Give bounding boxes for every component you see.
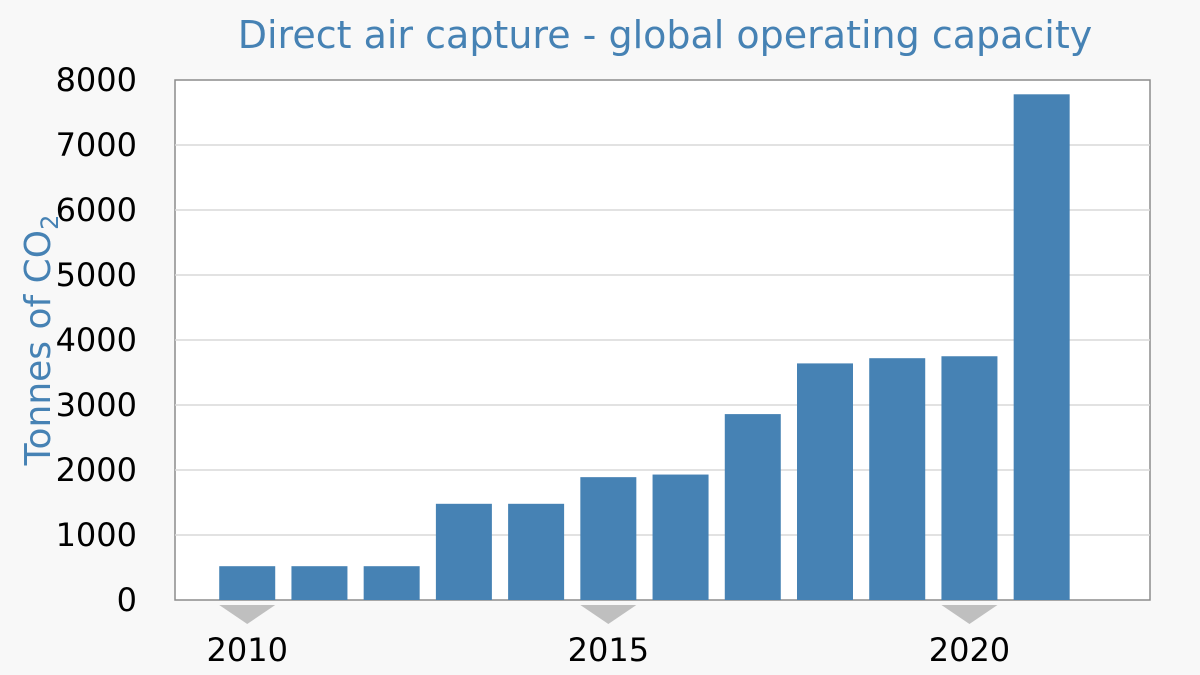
x-tick-label: 2015 (568, 631, 649, 669)
bar (435, 503, 492, 600)
bar (869, 358, 926, 600)
x-tick-markers (219, 605, 998, 624)
x-tick-marker (941, 605, 998, 624)
y-axis-label-subscript: 2 (36, 215, 64, 230)
bar (219, 566, 276, 600)
bar (291, 566, 348, 600)
y-axis-ticks: 0 1000 2000 3000 4000 5000 6000 7000 8000 (56, 61, 137, 619)
bars (219, 94, 1070, 601)
x-tick-label: 2010 (207, 631, 288, 669)
y-tick-label: 7000 (56, 126, 137, 164)
bar (508, 503, 565, 600)
y-tick-label: 2000 (56, 451, 137, 489)
y-tick-label: 0 (117, 581, 137, 619)
x-tick-marker (219, 605, 276, 624)
bar (580, 477, 637, 600)
bar (797, 363, 853, 600)
bar (652, 474, 709, 600)
y-tick-label: 6000 (56, 191, 137, 229)
bar (941, 356, 998, 600)
bar (724, 414, 781, 600)
bar (1013, 94, 1070, 601)
x-tick-label: 2020 (929, 631, 1010, 669)
y-tick-label: 5000 (56, 256, 137, 294)
y-tick-label: 1000 (56, 516, 137, 554)
y-axis-label-text: Tonnes of CO (18, 230, 59, 467)
chart-title: Direct air capture - global operating ca… (238, 13, 1093, 57)
y-axis-label: Tonnes of CO2 (18, 215, 64, 467)
bar (363, 566, 420, 600)
y-tick-label: 4000 (56, 321, 137, 359)
y-tick-label: 8000 (56, 61, 137, 99)
x-tick-marker (580, 605, 637, 624)
y-tick-label: 3000 (56, 386, 137, 424)
x-axis-ticks: 2010 2015 2020 (207, 631, 1011, 669)
